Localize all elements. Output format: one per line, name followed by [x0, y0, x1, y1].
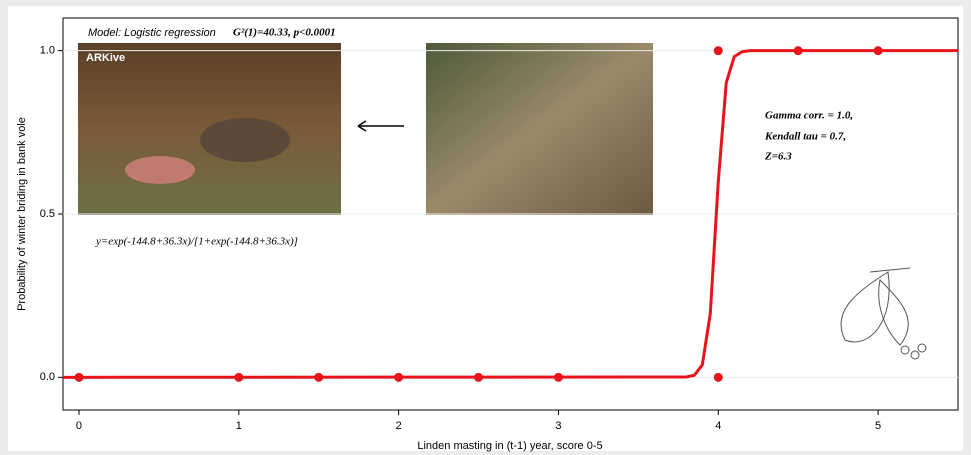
chart-title: Model: Logistic regression [88, 27, 216, 39]
x-tick-label: 5 [875, 420, 881, 432]
annotation: Kendall tau = 0.7, [764, 131, 846, 143]
x-tick-label: 0 [76, 420, 82, 432]
x-tick-label: 4 [715, 420, 721, 432]
photo-label: ARKive [86, 52, 125, 64]
point [553, 372, 563, 382]
y-tick-label: 0.5 [40, 208, 55, 220]
point [234, 372, 244, 382]
chart-subtitle: G²(1)=40.33, p<0.0001 [233, 27, 336, 39]
point [873, 46, 883, 56]
y-tick-label: 1.0 [40, 45, 55, 57]
y-tick-label: 0.0 [40, 371, 55, 383]
annotation: Z=6.3 [764, 151, 792, 163]
photo-linden [426, 43, 653, 215]
leaf-drawing [840, 267, 927, 360]
fit-line [62, 49, 958, 379]
point [793, 46, 803, 56]
x-tick-label: 2 [396, 420, 402, 432]
photo-vole: ARKive [78, 43, 341, 215]
point [713, 46, 723, 56]
arrow-head [357, 120, 367, 132]
point [713, 372, 723, 382]
x-axis-label: Linden masting in (t-1) year, score 0-5 [417, 440, 602, 452]
point [394, 372, 404, 382]
x-tick-label: 1 [236, 420, 242, 432]
point [314, 372, 324, 382]
annotation: Gamma corr. = 1.0, [765, 110, 853, 122]
equation: y=exp(-144.8+36.3x)/[1+exp(-144.8+36.3x)… [95, 236, 298, 248]
y-axis-label: Probability of winter briding in bank vo… [16, 117, 28, 311]
point [74, 372, 84, 382]
point [474, 372, 484, 382]
x-tick-label: 3 [555, 420, 561, 432]
